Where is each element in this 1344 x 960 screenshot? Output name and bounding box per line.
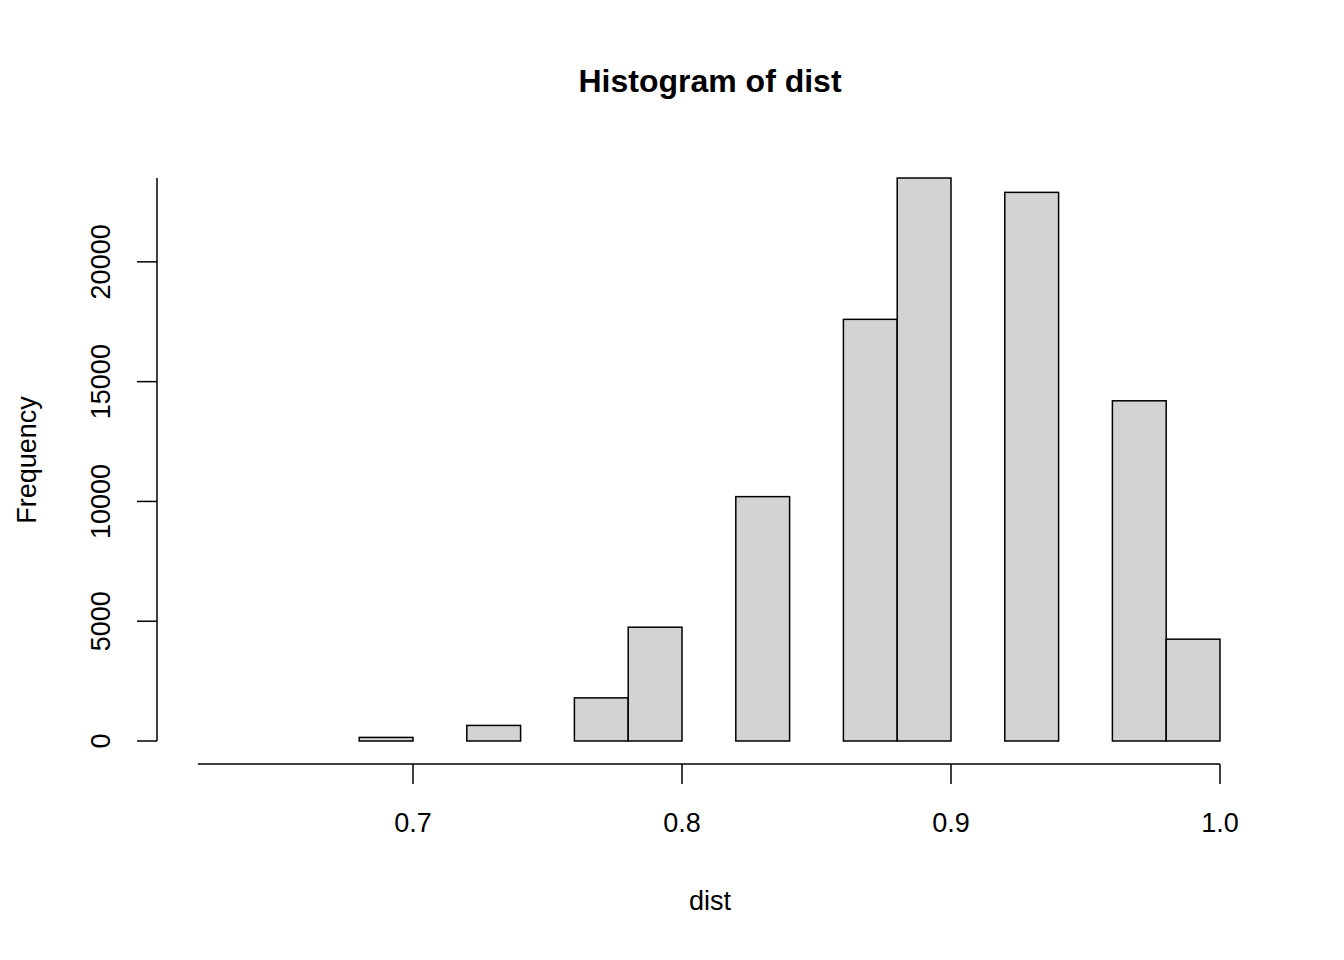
histogram-bar <box>413 740 467 742</box>
y-tick-label: 10000 <box>86 464 116 539</box>
y-tick <box>137 740 157 742</box>
histogram-bar <box>790 740 844 742</box>
background <box>0 0 1344 960</box>
y-axis-label: Frequency <box>12 396 42 524</box>
histogram-bar <box>682 740 736 742</box>
histogram-bar <box>897 178 951 741</box>
histogram-bar <box>628 627 682 741</box>
chart-root: 0.7 0.8 0.9 1.0 0 5000 10000 15000 20000 Histogra… <box>0 0 1344 960</box>
y-tick <box>137 381 157 383</box>
histogram-bar <box>951 740 1005 742</box>
histogram-bar <box>252 740 306 742</box>
histogram-bar <box>521 740 575 742</box>
y-tick-label: 0 <box>86 733 116 748</box>
x-axis-line <box>198 763 1220 765</box>
y-tick-label: 15000 <box>86 344 116 419</box>
histogram-bar <box>1059 740 1113 742</box>
bars <box>359 178 1220 741</box>
x-tick <box>681 764 683 784</box>
x-tick-label: 1.0 <box>1201 808 1239 838</box>
histogram-bar <box>843 319 897 741</box>
title: Histogram of dist <box>578 63 841 99</box>
y-tick-label: 5000 <box>86 591 116 651</box>
x-tick-label: 0.9 <box>932 808 970 838</box>
y-tick-label: 20000 <box>86 224 116 299</box>
y-tick <box>137 501 157 503</box>
x-tick <box>412 764 414 784</box>
x-tick-label: 0.7 <box>394 808 432 838</box>
histogram-bar <box>736 497 790 741</box>
histogram-bar <box>1166 639 1220 741</box>
histogram-bar <box>305 740 359 742</box>
histogram-bar <box>467 725 521 741</box>
x-tick <box>1219 764 1221 784</box>
histogram-bar <box>359 737 413 741</box>
x-tick-label: 0.8 <box>663 808 701 838</box>
x-axis-label: dist <box>689 886 732 916</box>
histogram-bar <box>1005 192 1059 741</box>
histogram-bar <box>574 698 628 741</box>
chart: 0.7 0.8 0.9 1.0 0 5000 10000 15000 20000 Histogra… <box>0 0 1344 960</box>
histogram-bar <box>1112 401 1166 741</box>
y-tick <box>137 620 157 622</box>
histogram-bar <box>198 740 252 742</box>
y-tick <box>137 261 157 263</box>
x-tick <box>950 764 952 784</box>
